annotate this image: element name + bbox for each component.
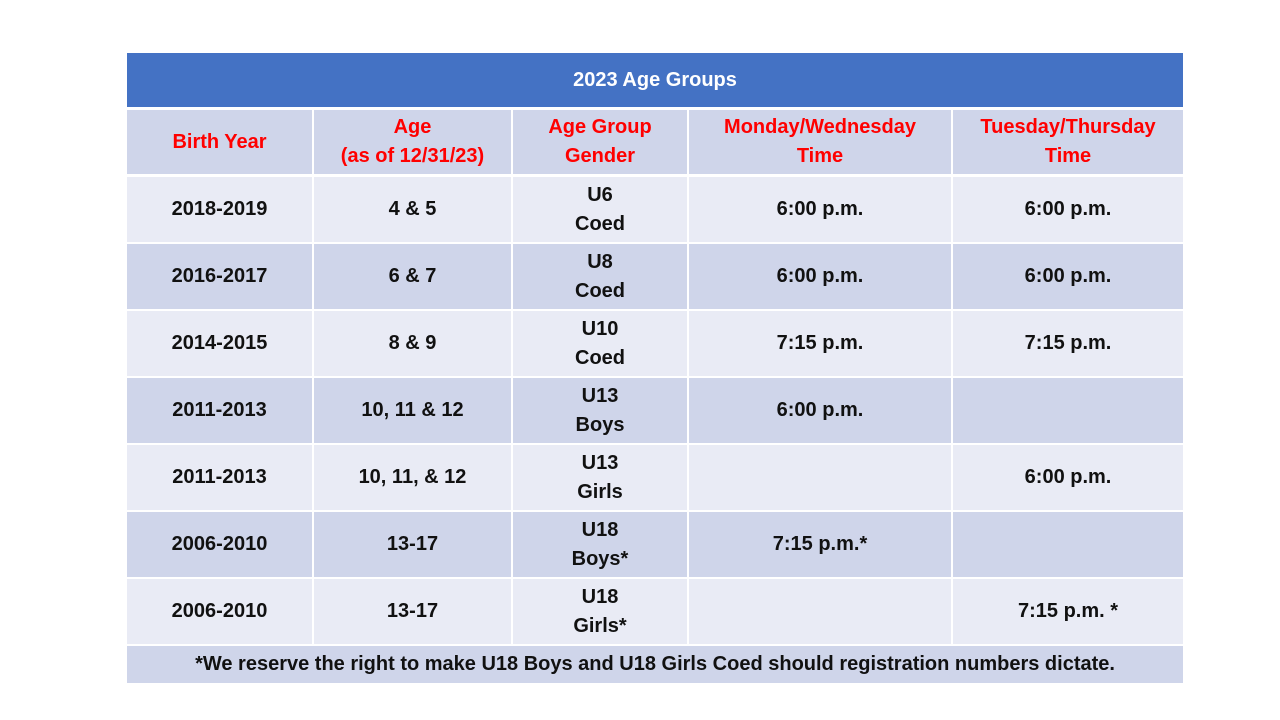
footnote: *We reserve the right to make U18 Boys a… xyxy=(127,645,1184,683)
cell-age-group-gender: U18 Boys* xyxy=(512,511,689,579)
header-age-group-line1: Age Group xyxy=(548,116,652,138)
cell-tue-thu-time xyxy=(952,377,1184,445)
header-tue-thu-line1: Tuesday/Thursday xyxy=(980,116,1156,138)
cell-mon-wed-time: 7:15 p.m. xyxy=(688,310,953,378)
cell-age-group-gender: U10 Coed xyxy=(512,310,689,378)
cell-birth-year: 2016-2017 xyxy=(127,243,314,311)
cell-tue-thu-time: 6:00 p.m. xyxy=(952,175,1184,244)
header-age-line1: Age xyxy=(393,116,432,138)
cell-birth-year: 2006-2010 xyxy=(127,578,314,646)
table-row: 2014-2015 8 & 9 U10 Coed 7:15 p.m. 7:15 … xyxy=(127,310,1184,378)
header-tuesday-thursday-time: Tuesday/Thursday Time xyxy=(952,108,1184,177)
cell-group: U6 xyxy=(587,183,613,206)
table-title: 2023 Age Groups xyxy=(127,53,1184,110)
cell-age-group-gender: U13 Boys xyxy=(512,377,689,445)
cell-age: 10, 11, & 12 xyxy=(313,444,513,512)
cell-birth-year: 2018-2019 xyxy=(127,175,314,244)
cell-age-group-gender: U8 Coed xyxy=(512,243,689,311)
cell-mon-wed-time xyxy=(688,444,953,512)
header-age-line2: (as of 12/31/23) xyxy=(340,145,485,167)
table-title-row: 2023 Age Groups xyxy=(127,53,1184,110)
table-row: 2018-2019 4 & 5 U6 Coed 6:00 p.m. 6:00 p… xyxy=(127,175,1184,244)
cell-age: 10, 11 & 12 xyxy=(313,377,513,445)
header-age-group-gender: Age Group Gender xyxy=(512,108,689,177)
cell-mon-wed-time: 7:15 p.m.* xyxy=(688,511,953,579)
header-mon-wed-line2: Time xyxy=(796,145,844,167)
cell-age: 13-17 xyxy=(313,511,513,579)
cell-mon-wed-time: 6:00 p.m. xyxy=(688,243,953,311)
age-groups-table: 2023 Age Groups Birth Year Age (as of 12… xyxy=(127,53,1184,683)
cell-tue-thu-time: 6:00 p.m. xyxy=(952,243,1184,311)
cell-birth-year: 2011-2013 xyxy=(127,377,314,445)
table-row: 2016-2017 6 & 7 U8 Coed 6:00 p.m. 6:00 p… xyxy=(127,243,1184,311)
cell-tue-thu-time: 7:15 p.m. xyxy=(952,310,1184,378)
table-header-row: Birth Year Age (as of 12/31/23) Age Grou… xyxy=(127,108,1184,177)
table-row: 2006-2010 13-17 U18 Girls* 7:15 p.m. * xyxy=(127,578,1184,646)
cell-age: 8 & 9 xyxy=(313,310,513,378)
cell-mon-wed-time xyxy=(688,578,953,646)
cell-tue-thu-time: 7:15 p.m. * xyxy=(952,578,1184,646)
cell-mon-wed-time: 6:00 p.m. xyxy=(688,377,953,445)
header-mon-wed-line1: Monday/Wednesday xyxy=(724,116,916,138)
cell-age: 6 & 7 xyxy=(313,243,513,311)
cell-gender: Boys xyxy=(575,413,625,436)
cell-age: 13-17 xyxy=(313,578,513,646)
table-row: 2006-2010 13-17 U18 Boys* 7:15 p.m.* xyxy=(127,511,1184,579)
cell-group: U18 xyxy=(581,585,619,608)
header-age: Age (as of 12/31/23) xyxy=(313,108,513,177)
cell-tue-thu-time xyxy=(952,511,1184,579)
cell-age: 4 & 5 xyxy=(313,175,513,244)
table-row: 2011-2013 10, 11 & 12 U13 Boys 6:00 p.m. xyxy=(127,377,1184,445)
header-birth-year-line1: Birth Year xyxy=(172,130,267,153)
cell-birth-year: 2006-2010 xyxy=(127,511,314,579)
cell-age-group-gender: U13 Girls xyxy=(512,444,689,512)
cell-tue-thu-time: 6:00 p.m. xyxy=(952,444,1184,512)
table-row: 2011-2013 10, 11, & 12 U13 Girls 6:00 p.… xyxy=(127,444,1184,512)
cell-group: U8 xyxy=(587,250,613,273)
cell-age-group-gender: U6 Coed xyxy=(512,175,689,244)
cell-group: U13 xyxy=(581,451,619,474)
cell-age-group-gender: U18 Girls* xyxy=(512,578,689,646)
header-birth-year: Birth Year xyxy=(127,108,314,177)
cell-group: U10 xyxy=(581,317,619,340)
cell-gender: Boys* xyxy=(571,547,629,570)
cell-group: U18 xyxy=(581,518,619,541)
cell-gender: Coed xyxy=(575,212,625,235)
table-footnote-row: *We reserve the right to make U18 Boys a… xyxy=(127,645,1184,683)
cell-mon-wed-time: 6:00 p.m. xyxy=(688,175,953,244)
header-tue-thu-line2: Time xyxy=(1044,145,1092,167)
cell-gender: Coed xyxy=(575,279,625,302)
header-monday-wednesday-time: Monday/Wednesday Time xyxy=(688,108,953,177)
header-age-group-line2: Gender xyxy=(564,145,636,167)
cell-birth-year: 2011-2013 xyxy=(127,444,314,512)
cell-gender: Coed xyxy=(575,346,625,369)
cell-gender: Girls* xyxy=(573,614,627,637)
cell-birth-year: 2014-2015 xyxy=(127,310,314,378)
cell-gender: Girls xyxy=(577,480,623,503)
cell-group: U13 xyxy=(581,384,619,407)
